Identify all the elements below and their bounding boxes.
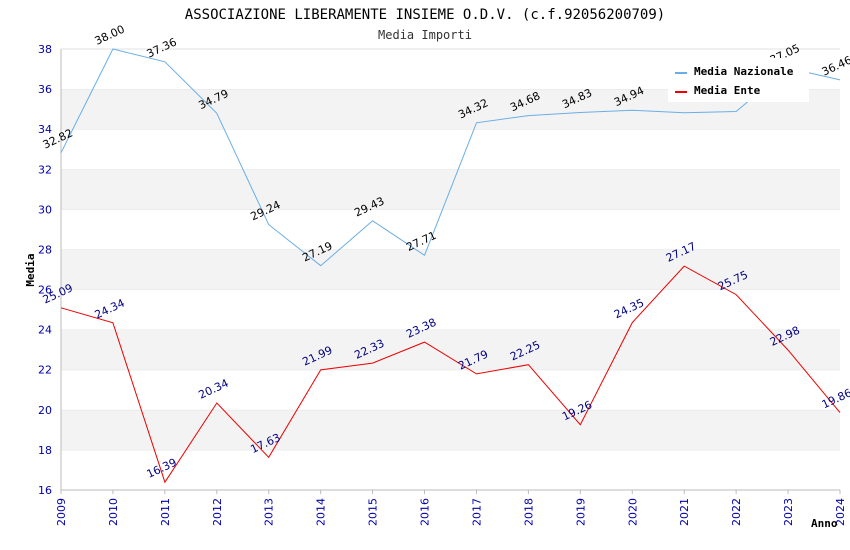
y-tick-label: 28	[38, 243, 52, 256]
x-tick-label: 2017	[470, 498, 483, 526]
grid-band	[61, 409, 840, 450]
x-tick-label: 2016	[419, 498, 432, 526]
x-tick-label: 2021	[678, 498, 691, 526]
x-axis-label: Anno	[811, 517, 838, 530]
grid-bands	[61, 48, 840, 490]
grid-band	[61, 449, 840, 490]
data-label: 38.00	[93, 23, 127, 48]
y-tick-label: 34	[38, 123, 52, 136]
y-tick-label: 26	[38, 284, 52, 297]
y-tick-label: 32	[38, 163, 52, 176]
grid-band	[61, 289, 840, 330]
y-tick-label: 20	[38, 404, 52, 417]
chart-subtitle: Media Importi	[378, 28, 472, 42]
y-tick-label: 30	[38, 203, 52, 216]
x-tick-label: 2022	[730, 498, 743, 526]
series-lines	[60, 48, 841, 484]
y-tick-label: 16	[38, 484, 52, 497]
x-tick-label: 2009	[55, 498, 68, 526]
x-tick-label: 2010	[107, 498, 120, 526]
x-tick-label: 2024	[834, 498, 847, 526]
grid-band	[61, 369, 840, 410]
y-tick-label: 38	[38, 43, 52, 56]
x-tick-label: 2023	[782, 498, 795, 526]
x-tick-label: 2018	[522, 498, 535, 526]
legend-box	[668, 58, 809, 102]
x-tick-labels: 2009 2010 2011 2012 2013 2014 2015 2016 2017 2018…	[55, 490, 847, 526]
x-tick-label: 2015	[367, 498, 380, 526]
grid-band	[61, 329, 840, 370]
legend-label: Media Nazionale	[694, 65, 794, 78]
y-tick-label: 18	[38, 444, 52, 457]
chart-title: ASSOCIAZIONE LIBERAMENTE INSIEME O.D.V. …	[185, 7, 665, 23]
y-tick-labels: 16 18 20 22 24 26 28 30 32 34 36 38	[38, 43, 52, 497]
x-tick-label: 2014	[315, 498, 328, 526]
axes	[60, 49, 840, 491]
x-tick-label: 2019	[574, 498, 587, 526]
x-tick-label: 2013	[263, 498, 276, 526]
x-tick-label: 2020	[626, 498, 639, 526]
series-line-1	[60, 48, 841, 267]
grid-band	[61, 249, 840, 290]
grid-band	[61, 209, 840, 250]
y-tick-label: 24	[38, 324, 52, 337]
y-axis-label: Media	[24, 253, 37, 286]
legend-label: Media Ente	[694, 84, 761, 97]
legend: Media Nazionale Media Ente	[668, 58, 809, 102]
y-tick-label: 22	[38, 364, 52, 377]
x-tick-label: 2012	[211, 498, 224, 526]
y-tick-label: 36	[38, 83, 52, 96]
grid-band	[61, 129, 840, 170]
series-line-2	[60, 265, 841, 484]
x-tick-label: 2011	[159, 498, 172, 526]
